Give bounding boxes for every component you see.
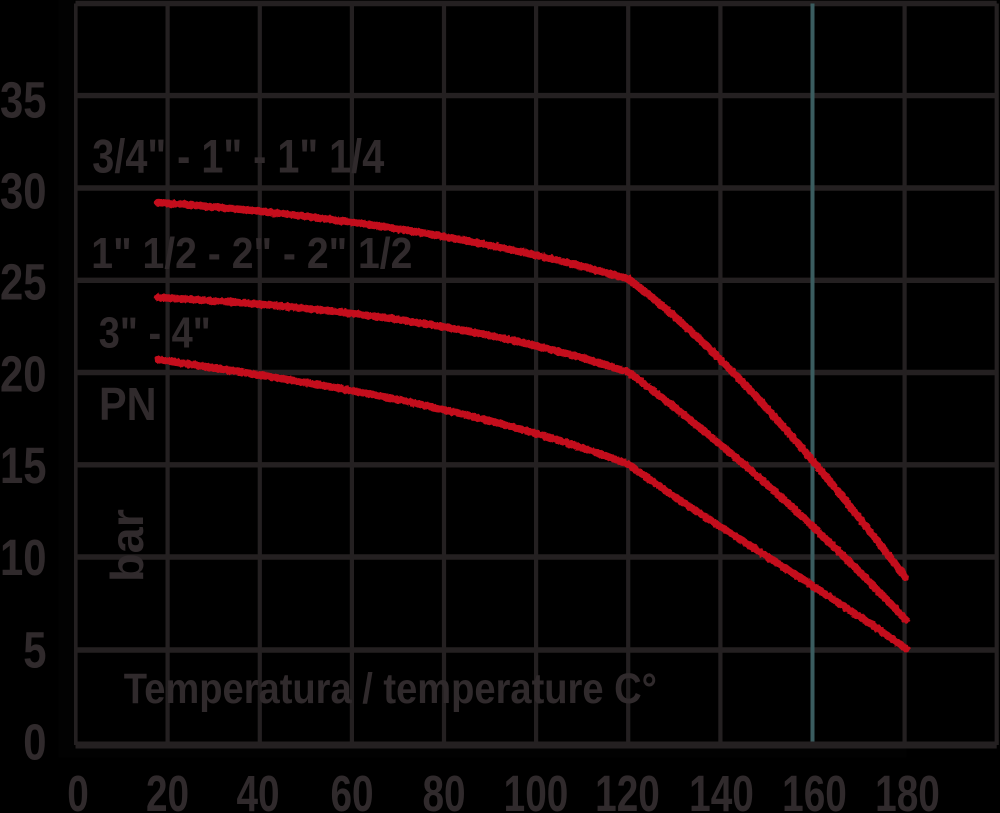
svg-text:100: 100 [504, 765, 569, 813]
svg-text:20: 20 [0, 345, 47, 402]
svg-text:20: 20 [146, 765, 189, 813]
svg-text:15: 15 [0, 437, 47, 494]
svg-text:3" - 4": 3" - 4" [99, 308, 211, 357]
svg-text:180: 180 [875, 765, 940, 813]
svg-text:120: 120 [595, 765, 660, 813]
svg-text:Temperatura / temperature C°: Temperatura / temperature C° [124, 664, 657, 713]
svg-text:bar: bar [101, 509, 152, 582]
svg-text:5: 5 [23, 621, 46, 678]
svg-text:0: 0 [23, 713, 46, 770]
svg-text:40: 40 [236, 765, 279, 813]
svg-text:80: 80 [422, 765, 465, 813]
svg-text:3/4" - 1" - 1" 1/4: 3/4" - 1" - 1" 1/4 [92, 131, 384, 183]
svg-text:0: 0 [67, 765, 89, 813]
svg-text:25: 25 [0, 253, 47, 310]
svg-text:140: 140 [689, 765, 754, 813]
svg-text:60: 60 [330, 765, 373, 813]
svg-text:30: 30 [0, 162, 47, 219]
svg-text:35: 35 [0, 71, 47, 128]
svg-text:10: 10 [0, 529, 47, 586]
svg-text:160: 160 [782, 765, 847, 813]
svg-text:1" 1/2 - 2" - 2" 1/2: 1" 1/2 - 2" - 2" 1/2 [91, 229, 412, 277]
svg-text:PN: PN [99, 379, 157, 431]
